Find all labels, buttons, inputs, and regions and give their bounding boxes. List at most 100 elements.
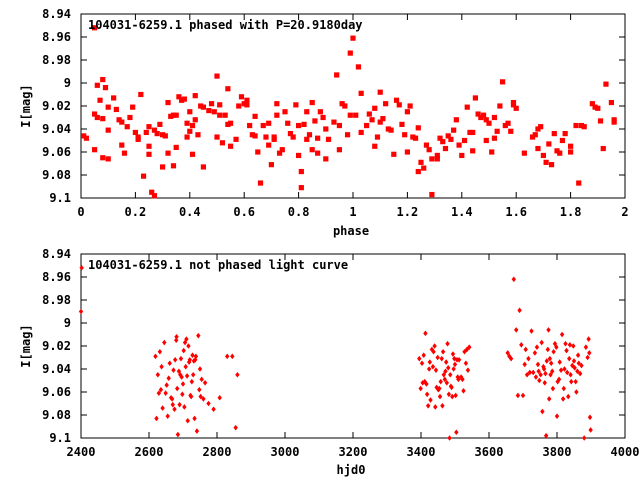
phased-data-point [429,156,435,162]
unphased-data-point [156,390,162,396]
unphased-data-point [549,360,554,367]
phased-y-tick-label: 9.06 [42,145,71,159]
unphased-data-point [529,328,534,334]
phased-data-point [168,113,174,119]
unphased-data-point [78,308,84,315]
unphased-data-point [175,431,181,438]
unphased-y-tick-label: 8.96 [42,270,71,284]
phased-data-point [244,97,250,103]
unphased-data-point [560,396,566,402]
phased-data-point [287,131,294,137]
unphased-x-ticks: 2400 2600 2800 3000 3200 3400 3600 3800 4000 [67,254,639,459]
unphased-x-tick-label: 3200 [339,445,368,459]
unphased-data-point [565,369,570,376]
unphased-data-point [511,276,517,283]
unphased-data-point [575,352,581,358]
unphased-data-point [567,355,572,362]
phased-data-point [407,103,413,109]
phased-data-point [399,121,405,127]
unphased-data-point [423,330,428,337]
unphased-data-point [571,343,576,349]
phased-x-axis-label: phase [333,224,369,238]
unphased-data-point [165,413,170,419]
unphased-data-point [424,381,429,387]
phased-data-point [189,151,196,157]
unphased-data-point [562,366,567,372]
phased-data-point [111,95,117,101]
phased-data-point [377,89,383,95]
phased-data-point [105,104,111,110]
phased-x-tick-label: 0.2 [125,205,147,219]
unphased-data-point [425,403,431,409]
phased-data-point [374,134,381,140]
phased-data-point [146,143,152,149]
unphased-data-point [556,376,562,383]
phased-data-point [451,127,457,133]
phased-data-point [309,99,315,106]
phased-data-point [355,64,362,70]
unphased-y-tick-label: 9.04 [42,362,71,376]
phased-data-point [298,168,304,175]
unphased-data-point [225,353,230,360]
unphased-data-point [460,376,465,383]
phased-data-point [323,126,329,132]
unphased-data-point [551,348,556,355]
unphased-data-point [465,367,471,373]
phased-data-point [138,91,144,98]
phased-data-point [249,132,255,138]
phased-data-point [274,112,280,118]
unphased-data-point [194,428,200,434]
phased-data-point [279,147,285,153]
unphased-data-point [169,396,175,402]
phased-data-point [160,164,166,170]
phased-data-point [83,135,90,141]
phased-data-point [478,114,484,121]
phased-data-point [320,114,326,121]
phased-data-point [595,105,601,111]
unphased-data-point [458,374,464,380]
phased-data-point [244,102,250,108]
phased-data-point [81,133,87,139]
phased-data-point [548,162,555,168]
unphased-data-point [438,378,443,385]
phased-data-point [437,135,443,141]
unphased-data-point [198,393,203,400]
unphased-data-point [193,353,199,360]
phased-data-point [296,152,302,159]
unphased-data-point [439,355,444,362]
unphased-data-point [447,435,452,441]
unphased-data-point [441,371,446,378]
phased-data-point [562,131,568,137]
unphased-data-point [568,371,573,378]
unphased-data-point [531,369,536,376]
phased-data-point [383,101,389,107]
phased-data-point [331,119,337,125]
unphased-x-tick-label: 2800 [203,445,232,459]
phased-data-point [154,131,160,137]
phased-data-point [100,76,106,83]
phased-data-point [568,143,574,149]
phased-data-point [557,150,563,156]
unphased-data-point [523,346,528,353]
unphased-data-point [550,385,556,392]
phased-x-ticks: 0 0.2 0.4 0.6 0.8 1 1.2 1.4 1.6 1.8 2 [77,14,629,219]
phased-data-point [312,118,318,124]
phased-data-point [608,99,614,106]
phased-data-point [165,150,171,156]
unphased-data-point [448,371,453,378]
unphased-data-point [182,404,187,410]
phased-data-point [127,114,133,121]
phased-data-point [500,79,506,85]
phased-data-point [377,119,383,125]
unphased-data-point [540,408,545,415]
unphased-data-point [178,371,183,378]
phased-data-point [508,128,514,134]
unphased-data-point [174,337,179,344]
unphased-data-point [191,371,196,378]
phased-y-tick-label: 8.94 [42,7,71,21]
phased-data-point [105,127,111,133]
unphased-data-point [557,359,562,365]
phased-data-point [323,156,329,162]
unphased-data-point [446,365,451,371]
phased-data-point [170,163,177,169]
